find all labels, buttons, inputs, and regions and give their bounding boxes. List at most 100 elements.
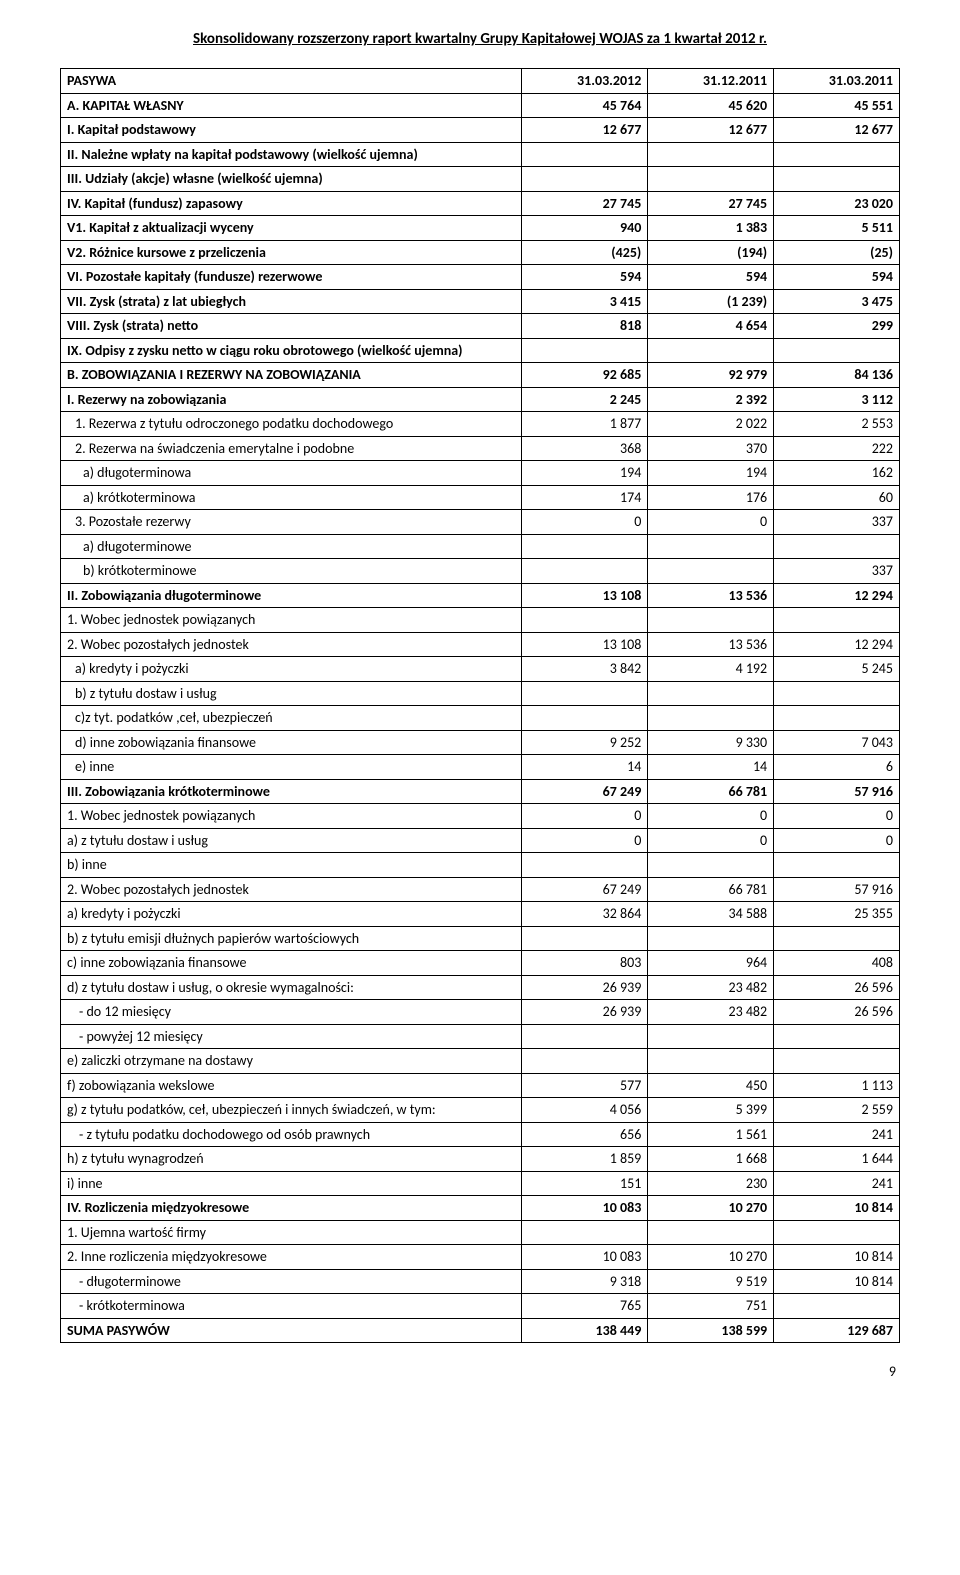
- document-header: Skonsolidowany rozszerzony raport kwarta…: [60, 30, 900, 48]
- row-label: - do 12 miesięcy: [61, 1000, 522, 1025]
- table-row: SUMA PASYWÓW138 449138 599129 687: [61, 1318, 900, 1343]
- table-row: h) z tytułu wynagrodzeń1 8591 6681 644: [61, 1147, 900, 1172]
- row-value: 2 559: [774, 1098, 900, 1123]
- row-value: 0: [648, 804, 774, 829]
- table-row: - do 12 miesięcy26 93923 48226 596: [61, 1000, 900, 1025]
- row-value: [648, 681, 774, 706]
- row-label: e) inne: [61, 755, 522, 780]
- row-value: 1 859: [522, 1147, 648, 1172]
- row-value: 3 112: [774, 387, 900, 412]
- row-label: 2. Wobec pozostałych jednostek: [61, 632, 522, 657]
- row-value: 656: [522, 1122, 648, 1147]
- table-row: IV. Kapitał (fundusz) zapasowy27 74527 7…: [61, 191, 900, 216]
- row-value: (1 239): [648, 289, 774, 314]
- row-label: IV. Rozliczenia międzyokresowe: [61, 1196, 522, 1221]
- table-row: VI. Pozostałe kapitały (fundusze) rezerw…: [61, 265, 900, 290]
- row-value: 14: [522, 755, 648, 780]
- row-value: 751: [648, 1294, 774, 1319]
- row-value: 60: [774, 485, 900, 510]
- row-label: V1. Kapitał z aktualizacji wyceny: [61, 216, 522, 241]
- table-row: b) krótkoterminowe337: [61, 559, 900, 584]
- table-row: b) z tytułu emisji dłużnych papierów war…: [61, 926, 900, 951]
- row-value: 1 877: [522, 412, 648, 437]
- table-row: 1. Rezerwa z tytułu odroczonego podatku …: [61, 412, 900, 437]
- row-value: 138 449: [522, 1318, 648, 1343]
- row-label: d) z tytułu dostaw i usług, o okresie wy…: [61, 975, 522, 1000]
- row-label: c) inne zobowiązania finansowe: [61, 951, 522, 976]
- table-row: a) długoterminowa194194162: [61, 461, 900, 486]
- row-value: 57 916: [774, 779, 900, 804]
- row-value: 34 588: [648, 902, 774, 927]
- row-label: 1. Wobec jednostek powiązanych: [61, 608, 522, 633]
- table-row: 2. Wobec pozostałych jednostek13 10813 5…: [61, 632, 900, 657]
- row-label: B. ZOBOWIĄZANIA I REZERWY NA ZOBOWIĄZANI…: [61, 363, 522, 388]
- row-label: - krótkoterminowa: [61, 1294, 522, 1319]
- row-label: 2. Inne rozliczenia międzyokresowe: [61, 1245, 522, 1270]
- row-value: [522, 1024, 648, 1049]
- row-label: I. Rezerwy na zobowiązania: [61, 387, 522, 412]
- row-label: i) inne: [61, 1171, 522, 1196]
- row-value: 26 939: [522, 1000, 648, 1025]
- row-value: 299: [774, 314, 900, 339]
- row-value: 2 392: [648, 387, 774, 412]
- row-value: 45 764: [522, 93, 648, 118]
- row-value: 230: [648, 1171, 774, 1196]
- row-label: h) z tytułu wynagrodzeń: [61, 1147, 522, 1172]
- table-row: - z tytułu podatku dochodowego od osób p…: [61, 1122, 900, 1147]
- row-value: 241: [774, 1171, 900, 1196]
- row-label: a) długoterminowe: [61, 534, 522, 559]
- row-value: 23 482: [648, 975, 774, 1000]
- row-value: 92 685: [522, 363, 648, 388]
- row-value: 14: [648, 755, 774, 780]
- row-value: 10 083: [522, 1245, 648, 1270]
- row-value: 0: [522, 828, 648, 853]
- table-row: - długoterminowe9 3189 51910 814: [61, 1269, 900, 1294]
- row-value: 138 599: [648, 1318, 774, 1343]
- row-value: 26 596: [774, 975, 900, 1000]
- row-value: 45 620: [648, 93, 774, 118]
- row-value: [774, 853, 900, 878]
- row-value: 594: [774, 265, 900, 290]
- row-value: 10 814: [774, 1196, 900, 1221]
- row-value: [522, 1220, 648, 1245]
- row-value: [648, 853, 774, 878]
- row-value: 940: [522, 216, 648, 241]
- row-value: 964: [648, 951, 774, 976]
- row-value: 32 864: [522, 902, 648, 927]
- table-row: III. Udziały (akcje) własne (wielkość uj…: [61, 167, 900, 192]
- row-value: [774, 1294, 900, 1319]
- row-value: 4 192: [648, 657, 774, 682]
- table-row: 2. Wobec pozostałych jednostek67 24966 7…: [61, 877, 900, 902]
- row-value: 3 475: [774, 289, 900, 314]
- row-value: 10 270: [648, 1245, 774, 1270]
- row-value: [774, 608, 900, 633]
- row-value: [774, 1024, 900, 1049]
- row-value: 10 814: [774, 1269, 900, 1294]
- row-value: 194: [648, 461, 774, 486]
- table-body: PASYWA31.03.201231.12.201131.03.2011A. K…: [61, 69, 900, 1343]
- row-value: 84 136: [774, 363, 900, 388]
- row-label: a) z tytułu dostaw i usług: [61, 828, 522, 853]
- row-value: 12 294: [774, 583, 900, 608]
- table-row: 3. Pozostałe rezerwy00337: [61, 510, 900, 535]
- table-row: e) inne14146: [61, 755, 900, 780]
- row-value: [648, 1024, 774, 1049]
- row-value: 9 519: [648, 1269, 774, 1294]
- row-label: g) z tytułu podatków, ceł, ubezpieczeń i…: [61, 1098, 522, 1123]
- row-value: 9 252: [522, 730, 648, 755]
- row-label: b) z tytułu dostaw i usług: [61, 681, 522, 706]
- row-label: 2. Wobec pozostałych jednostek: [61, 877, 522, 902]
- table-row: V2. Różnice kursowe z przeliczenia(425)(…: [61, 240, 900, 265]
- row-value: 10 270: [648, 1196, 774, 1221]
- row-value: 23 482: [648, 1000, 774, 1025]
- table-row: VII. Zysk (strata) z lat ubiegłych3 415(…: [61, 289, 900, 314]
- row-value: 10 083: [522, 1196, 648, 1221]
- row-value: [648, 706, 774, 731]
- row-value: [648, 167, 774, 192]
- row-label: b) z tytułu emisji dłużnych papierów war…: [61, 926, 522, 951]
- table-row: a) kredyty i pożyczki32 86434 58825 355: [61, 902, 900, 927]
- row-value: 67 249: [522, 779, 648, 804]
- column-header-value: 31.03.2012: [522, 69, 648, 94]
- row-value: 13 536: [648, 632, 774, 657]
- row-value: 1 113: [774, 1073, 900, 1098]
